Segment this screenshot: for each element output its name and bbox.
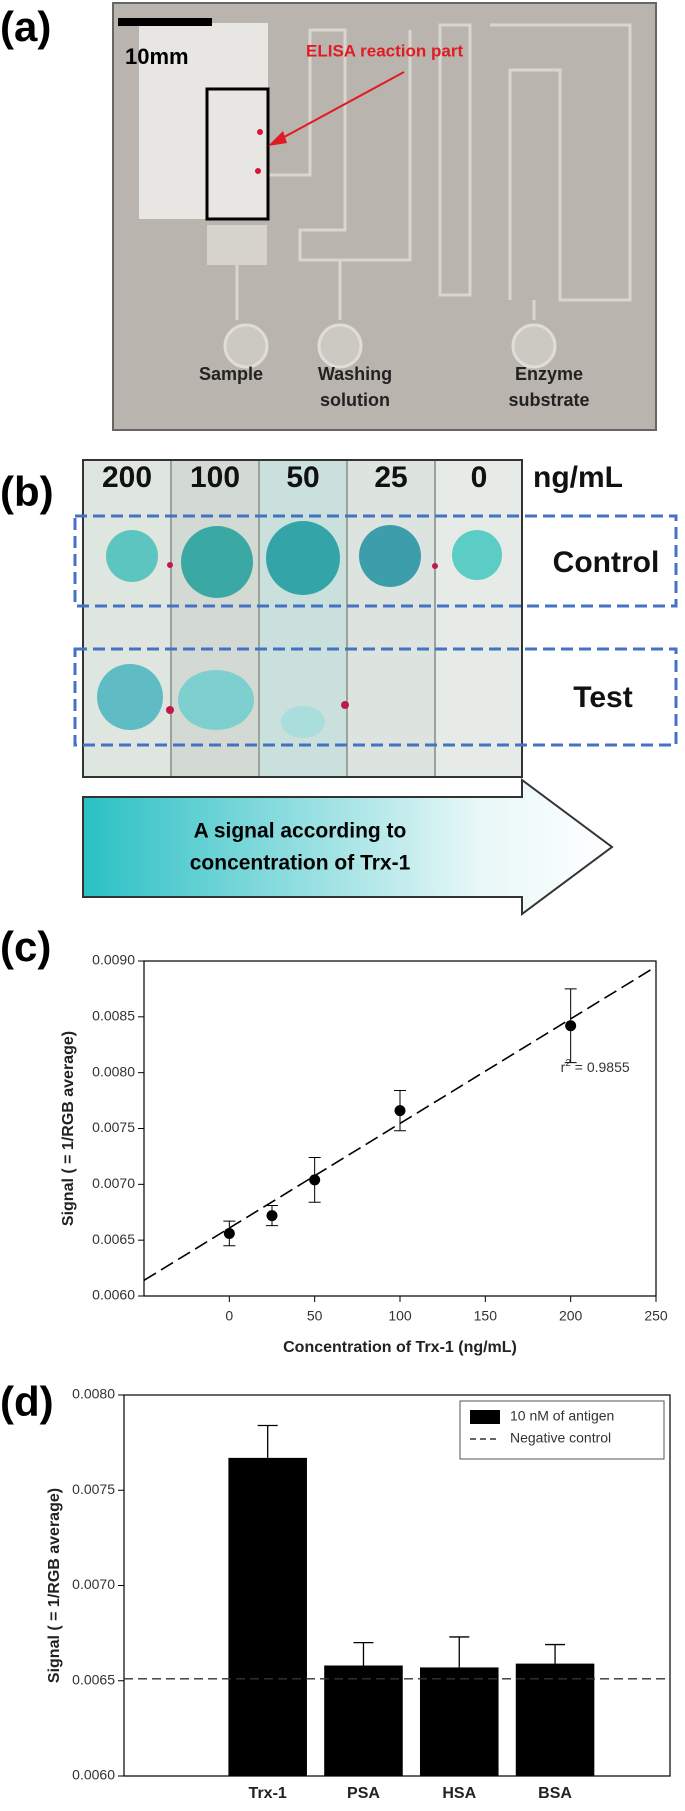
- annotation-part: = 0.9855: [571, 1058, 630, 1074]
- bar: [228, 1457, 307, 1776]
- data-point: [309, 1174, 321, 1186]
- concentration-label: 50: [286, 461, 319, 494]
- bar: [419, 1667, 499, 1776]
- x-tick-label: BSA: [538, 1785, 572, 1802]
- x-axis-label: Concentration of Trx-1 (ng/mL): [283, 1339, 517, 1356]
- row-label: Test: [573, 681, 632, 714]
- y-tick-label: 0.0060: [72, 1767, 115, 1783]
- unit-label: ng/mL: [533, 461, 623, 494]
- row-label: Control: [553, 546, 660, 579]
- x-tick-label: 0: [225, 1308, 233, 1324]
- bar: [324, 1665, 403, 1776]
- y-tick-label: 0.0070: [72, 1576, 115, 1592]
- device-photo: [112, 2, 657, 431]
- arrow-text: A signal according to: [194, 820, 407, 843]
- strip-photo: [82, 459, 523, 778]
- concentration-label: 25: [374, 461, 407, 494]
- y-tick-label: 0.0070: [92, 1175, 135, 1191]
- annotation: r2 = 0.9855: [561, 1057, 630, 1074]
- callout: ELISA reaction part: [306, 41, 463, 60]
- y-axis-label: Signal ( = 1/RGB average): [46, 1488, 63, 1683]
- control-box: [73, 514, 678, 608]
- annotation-part: r: [561, 1058, 566, 1074]
- y-tick-label: 0.0065: [72, 1671, 115, 1687]
- annotation-part: 2: [565, 1057, 571, 1068]
- legend-label: Negative control: [510, 1430, 611, 1446]
- x-tick-label: 150: [474, 1308, 498, 1324]
- x-tick-label: HSA: [442, 1785, 476, 1802]
- error-bar: [449, 1636, 470, 1668]
- error-bar: [353, 1642, 374, 1666]
- data-point: [266, 1210, 278, 1222]
- panel-label: (a): [0, 3, 51, 50]
- data-point: [223, 1227, 235, 1239]
- inlet-label: Sample: [199, 364, 263, 384]
- x-tick-label: 250: [644, 1308, 668, 1324]
- panel-label: (c): [0, 923, 51, 970]
- y-tick-label: 0.0090: [92, 952, 135, 968]
- error-bar: [257, 1424, 278, 1458]
- error-bar: [545, 1643, 566, 1664]
- concentration-label: 0: [471, 461, 488, 494]
- y-tick-label: 0.0075: [92, 1119, 135, 1135]
- y-tick-label: 0.0080: [72, 1386, 115, 1402]
- y-tick-label: 0.0060: [92, 1287, 135, 1303]
- y-tick-label: 0.0085: [92, 1008, 135, 1024]
- test-box: [73, 647, 678, 747]
- y-tick-label: 0.0080: [92, 1063, 135, 1079]
- scale-label: 10mm: [125, 44, 189, 69]
- inlet-label: Washing solution: [318, 364, 392, 410]
- inlet-label: Enzyme substrate: [508, 364, 589, 410]
- y-axis-label: Signal ( = 1/RGB average): [60, 1031, 77, 1226]
- x-tick-label: PSA: [347, 1785, 380, 1802]
- y-tick-label: 0.0075: [72, 1481, 115, 1497]
- concentration-label: 100: [190, 461, 240, 494]
- arrow-text: concentration of Trx-1: [190, 852, 411, 875]
- x-tick-label: Trx-1: [249, 1785, 287, 1802]
- legend-label: 10 nM of antigen: [510, 1408, 614, 1424]
- legend-swatch: [470, 1410, 500, 1424]
- data-point: [394, 1105, 406, 1117]
- data-point: [565, 1020, 577, 1032]
- signal-arrow: [82, 778, 614, 916]
- x-tick-label: 200: [559, 1308, 583, 1324]
- bar: [515, 1663, 595, 1776]
- concentration-label: 200: [102, 461, 152, 494]
- x-tick-label: 50: [307, 1308, 323, 1324]
- y-tick-label: 0.0065: [92, 1231, 135, 1247]
- x-tick-label: 100: [388, 1308, 412, 1324]
- panel-label: (d): [0, 1378, 54, 1425]
- panel-label: (b): [0, 468, 54, 515]
